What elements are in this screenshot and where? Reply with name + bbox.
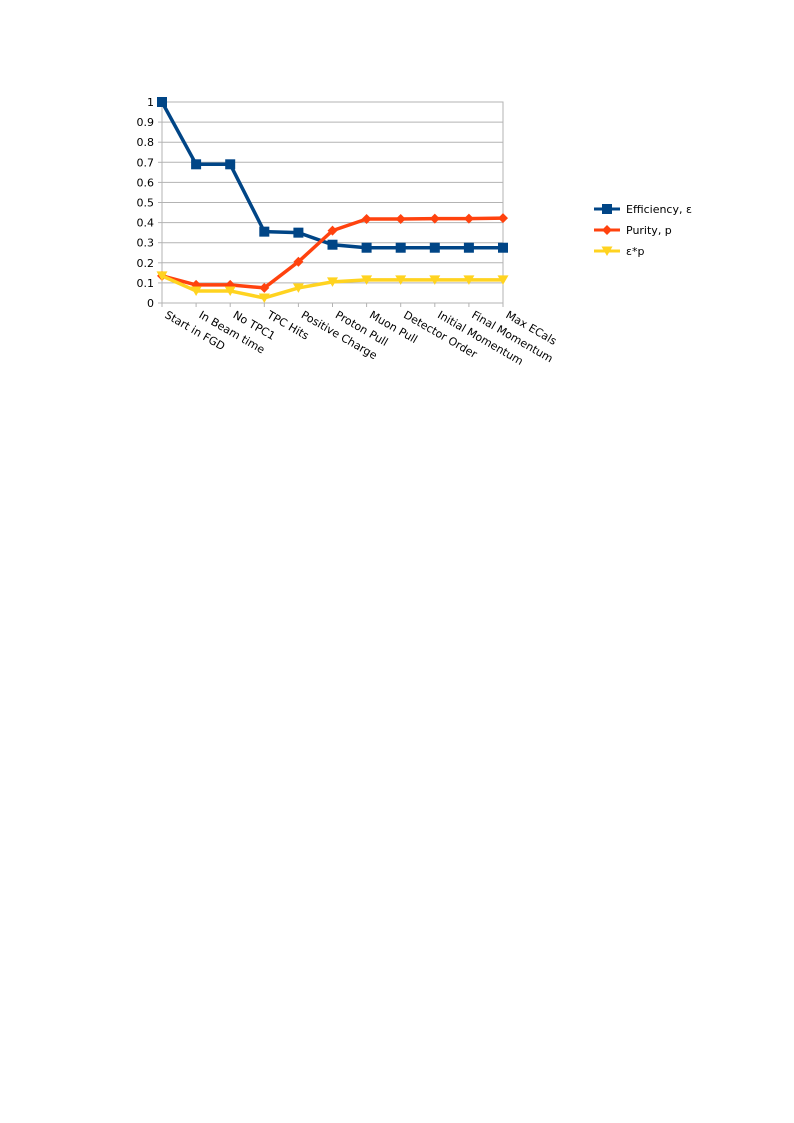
data-point	[157, 97, 167, 107]
data-point	[498, 213, 508, 224]
data-point	[361, 213, 372, 224]
data-point	[327, 239, 338, 250]
legend-entry: Purity, p	[594, 224, 672, 237]
data-point	[395, 213, 406, 224]
y-tick-label: 0.7	[137, 156, 155, 169]
y-tick-label: 0.2	[137, 257, 155, 270]
y-tick-label: 0.3	[137, 237, 155, 250]
data-point	[225, 159, 236, 170]
y-tick-label: 0	[147, 297, 154, 310]
data-point	[463, 242, 474, 253]
data-point	[429, 275, 441, 285]
y-tick-label: 0.9	[137, 116, 155, 129]
data-point	[293, 227, 304, 238]
data-point	[463, 275, 475, 285]
legend-swatch-marker	[602, 204, 612, 214]
data-point	[327, 225, 338, 236]
data-point	[259, 226, 270, 237]
legend-entry: Efficiency, ε	[594, 203, 692, 216]
legend-entry: ε*p	[594, 245, 644, 258]
data-point	[258, 293, 270, 303]
data-point	[293, 256, 304, 267]
data-point	[497, 275, 509, 285]
y-tick-label: 0.6	[137, 176, 155, 189]
y-tick-label: 0.8	[137, 136, 155, 149]
gridlines	[162, 101, 503, 304]
data-point	[191, 159, 202, 170]
data-point	[292, 283, 304, 293]
series-2	[156, 271, 509, 303]
legend-label: ε*p	[626, 245, 644, 258]
y-tick-label: 0.1	[137, 277, 155, 290]
data-point	[429, 213, 440, 224]
y-axis: 0 0.1 0.2 0.3 0.4 0.5 0.6 0.7 0.8 0.9 1	[137, 96, 162, 310]
legend-swatch-marker	[602, 225, 612, 235]
legend-swatch-marker	[601, 246, 613, 256]
data-point	[327, 277, 338, 287]
series-0	[157, 97, 508, 253]
data-point	[224, 286, 236, 296]
legend: Efficiency, ε Purity, p ε*p	[594, 203, 692, 258]
legend-label: Purity, p	[626, 224, 672, 237]
y-tick-label: 1	[147, 96, 154, 109]
data-point	[395, 242, 406, 253]
data-point	[361, 275, 373, 285]
y-tick-label: 0.5	[137, 197, 155, 210]
plot-area: 0 0.1 0.2 0.3 0.4 0.5 0.6 0.7 0.8 0.9 1 Start in F…	[137, 96, 560, 368]
series-layer	[156, 97, 509, 303]
data-point	[361, 242, 372, 253]
data-point	[463, 213, 474, 224]
data-point	[259, 282, 270, 293]
data-point	[156, 271, 168, 281]
legend-label: Efficiency, ε	[626, 203, 692, 216]
y-tick-label: 0.4	[137, 217, 155, 230]
data-point	[190, 286, 202, 296]
data-point	[429, 242, 440, 253]
data-point	[498, 242, 508, 253]
data-point	[395, 275, 407, 285]
